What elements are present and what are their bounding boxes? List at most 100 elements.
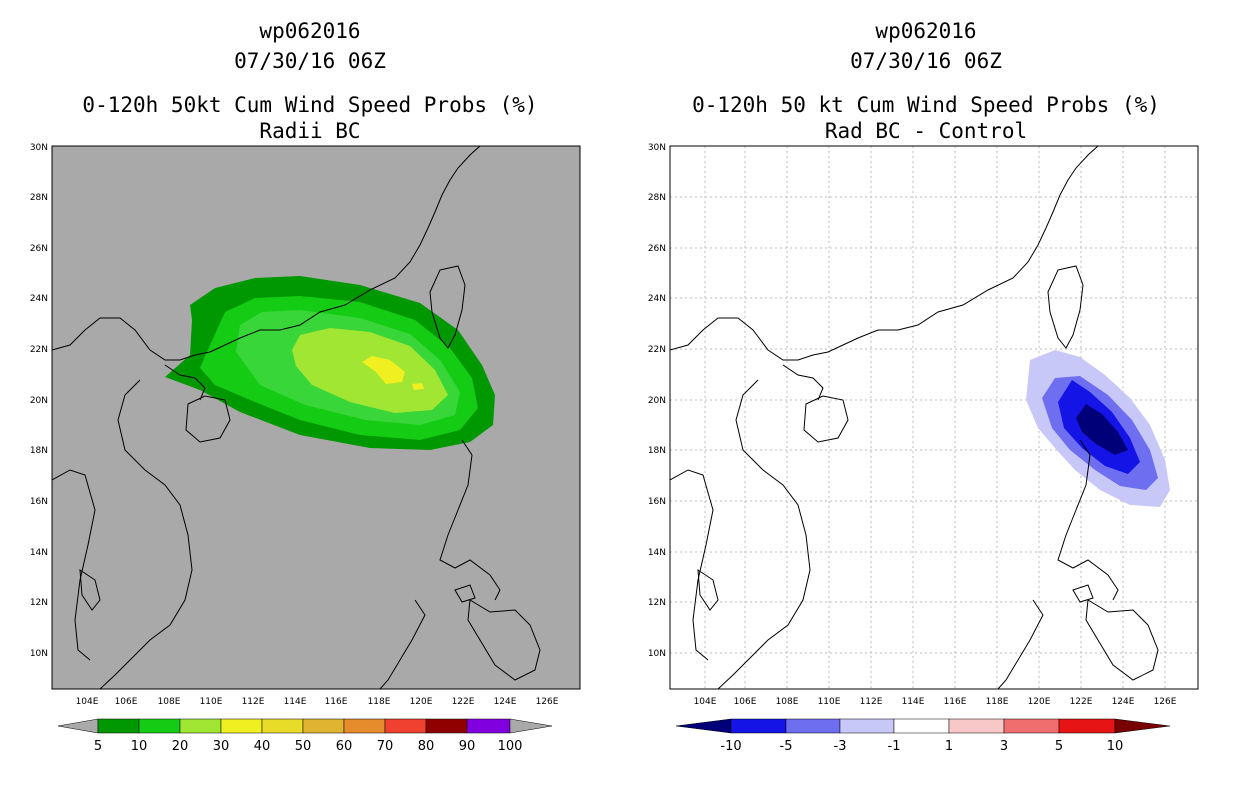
lon-label: 106E — [115, 697, 138, 707]
colorbar-label: 40 — [254, 739, 271, 754]
right-diff-contours — [1026, 350, 1170, 507]
colorbar-cell — [839, 718, 895, 734]
lon-label: 116E — [325, 697, 348, 707]
coast-china — [52, 146, 481, 361]
coast-cambodia — [697, 569, 719, 611]
lon-label: 126E — [1154, 697, 1177, 707]
colorbar-over-cap — [509, 718, 553, 734]
coast-hainan — [803, 395, 849, 443]
colorbar-cell — [384, 718, 427, 734]
lon-label: 120E — [410, 697, 433, 707]
colorbar-label: 50 — [295, 739, 312, 754]
coast-vietnam — [717, 379, 811, 689]
coast-vietnam — [99, 379, 193, 689]
lat-label: 28N — [648, 193, 666, 203]
right-title-variant: Rad BC - Control — [824, 119, 1028, 143]
lon-label: 114E — [284, 697, 307, 707]
colorbar-label: -5 — [780, 739, 793, 754]
colorbar-label: 80 — [418, 739, 435, 754]
coast-cambodia — [79, 569, 101, 611]
colorbar-cell — [1058, 718, 1116, 734]
lat-label: 16N — [648, 497, 666, 507]
right-title: wp062016 07/30/16 06Z 0-120h 50 kt Cum W… — [656, 16, 1196, 146]
lon-label: 112E — [242, 697, 265, 707]
left-title: wp062016 07/30/16 06Z 0-120h 50kt Cum Wi… — [40, 16, 580, 146]
coast-taiwan — [1047, 265, 1084, 349]
colorbar-cell — [261, 718, 304, 734]
lat-label: 14N — [648, 548, 666, 558]
lat-label: 24N — [648, 294, 666, 304]
coast-leizhou — [782, 364, 824, 401]
lat-label: 12N — [648, 598, 666, 608]
left-colorbar: 5 10 20 30 40 50 60 70 80 90 100 — [57, 718, 553, 754]
colorbar-label: 30 — [213, 739, 230, 754]
lon-label: 114E — [902, 697, 925, 707]
right-colorbar: -10 -5 -3 -1 1 3 5 10 — [675, 718, 1171, 754]
colorbar-cell — [302, 718, 345, 734]
colorbar-cell — [138, 718, 181, 734]
right-lon-labels: 104E 106E 108E 110E 112E 114E 116E 118E … — [694, 697, 1177, 707]
colorbar-label: 20 — [172, 739, 189, 754]
colorbar-label: -3 — [834, 739, 847, 754]
coast-philippines-south — [1085, 599, 1159, 681]
colorbar-cell — [785, 718, 841, 734]
lon-label: 104E — [694, 697, 717, 707]
lon-label: 124E — [494, 697, 517, 707]
lat-label: 18N — [30, 446, 48, 456]
left-lon-labels: 104E 106E 108E 110E 112E 114E 116E 118E … — [76, 697, 559, 707]
colorbar-label: 100 — [498, 739, 523, 754]
colorbar-label: 10 — [1107, 739, 1124, 754]
colorbar-cell — [343, 718, 386, 734]
colorbar-under-cap — [675, 718, 732, 734]
lat-label: 24N — [30, 294, 48, 304]
coast-taiwan — [429, 265, 466, 349]
prob-band-30 — [292, 328, 448, 413]
coast-mindoro — [454, 584, 476, 603]
left-title-variant: Radii BC — [259, 119, 361, 143]
right-coastlines — [670, 146, 1159, 689]
colorbar-under-cap — [57, 718, 99, 734]
lat-label: 26N — [648, 244, 666, 254]
lon-label: 122E — [1070, 697, 1093, 707]
lon-label: 110E — [818, 697, 841, 707]
lat-label: 16N — [30, 497, 48, 507]
lon-label: 122E — [452, 697, 475, 707]
left-coastlines — [52, 146, 541, 689]
lon-label: 108E — [776, 697, 799, 707]
lat-label: 18N — [648, 446, 666, 456]
coast-mindoro — [1072, 584, 1094, 603]
prob-band-40b — [412, 383, 424, 390]
lon-label: 108E — [158, 697, 181, 707]
colorbar-cell — [466, 718, 511, 734]
lon-label: 126E — [536, 697, 559, 707]
coast-gulf — [52, 469, 96, 661]
colorbar-over-cap — [1114, 718, 1171, 734]
colorbar-cell — [948, 718, 1005, 734]
right-colorbar-labels: -10 -5 -3 -1 1 3 5 10 — [720, 739, 1123, 754]
lon-label: 120E — [1028, 697, 1051, 707]
colorbar-cell — [1003, 718, 1060, 734]
left-title-storm: wp062016 — [259, 19, 361, 43]
colorbar-cell — [425, 718, 468, 734]
right-title-storm: wp062016 — [875, 19, 977, 43]
lat-label: 28N — [30, 193, 48, 203]
right-map-frame — [669, 145, 1199, 690]
lat-label: 22N — [30, 345, 48, 355]
colorbar-label: 5 — [1055, 739, 1063, 754]
right-title-product: 0-120h 50 kt Cum Wind Speed Probs (%) — [692, 93, 1160, 117]
colorbar-label: 60 — [336, 739, 353, 754]
left-colorbar-labels: 5 10 20 30 40 50 60 70 80 90 100 — [94, 739, 523, 754]
coast-palawan — [997, 599, 1044, 689]
lat-label: 30N — [648, 143, 666, 153]
coast-gulf — [670, 469, 714, 661]
colorbar-label: -1 — [888, 739, 901, 754]
lat-label: 14N — [30, 548, 48, 558]
left-prob-contours — [165, 276, 495, 450]
colorbar-label: 3 — [1000, 739, 1008, 754]
colorbar-label: -10 — [720, 739, 741, 754]
coast-china — [670, 146, 1099, 361]
left-title-product: 0-120h 50kt Cum Wind Speed Probs (%) — [82, 93, 538, 117]
coast-hainan — [185, 395, 231, 443]
colorbar-cell — [730, 718, 787, 734]
